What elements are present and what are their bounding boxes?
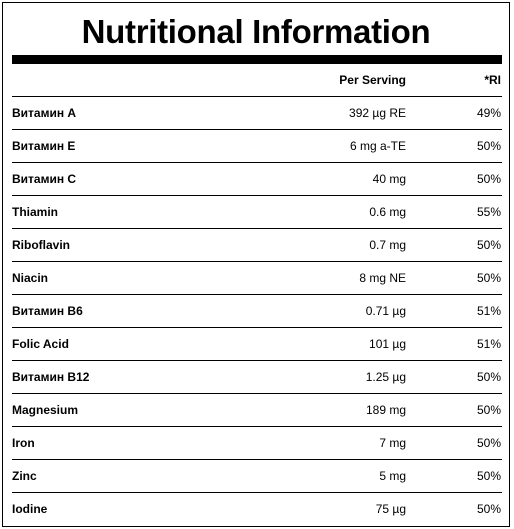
ri-value: 50% (476, 139, 501, 153)
nutrient-name: Витамин C (12, 172, 77, 186)
per-serving-value: 6 mg a-TE (349, 139, 406, 153)
ri-value: 50% (476, 469, 501, 483)
ri-value: 50% (476, 436, 501, 450)
per-serving-value: 0.71 µg (365, 304, 406, 318)
header-ri: *RI (484, 73, 501, 87)
nutrient-name: Iron (12, 436, 35, 450)
per-serving-value: 101 µg (369, 337, 406, 351)
per-serving-value: 75 µg (375, 502, 406, 516)
nutrient-name: Niacin (12, 271, 49, 285)
nutrient-name: Thiamin (12, 205, 59, 219)
per-serving-value: 5 mg (379, 469, 406, 483)
nutrient-name: Zinc (12, 469, 37, 483)
nutrient-name: Magnesium (12, 403, 79, 417)
page-title: Nutritional Information (81, 13, 431, 50)
ri-value: 49% (476, 106, 501, 120)
ri-value: 51% (476, 304, 501, 318)
per-serving-value: 1.25 µg (365, 370, 406, 384)
per-serving-value: 0.6 mg (369, 205, 406, 219)
ri-value: 51% (476, 337, 501, 351)
header-nutrient (12, 64, 252, 96)
per-serving-value: 40 mg (372, 172, 406, 186)
ri-value: 50% (476, 238, 501, 252)
table-row: Folic Acid 101 µg 51% (12, 328, 502, 361)
per-serving-value: 392 µg RE (349, 106, 406, 120)
nutrient-name: Витамин A (12, 106, 77, 120)
table-row: Витамин B6 0.71 µg 51% (12, 295, 502, 328)
table-row: Zinc 5 mg 50% (12, 460, 502, 493)
ri-value: 50% (476, 403, 501, 417)
ri-value: 55% (476, 205, 501, 219)
table-row: Витамин E 6 mg a-TE 50% (12, 130, 502, 163)
table-row: Витамин B12 1.25 µg 50% (12, 361, 502, 394)
nutrient-name: Iodine (12, 502, 48, 516)
table-row: Niacin 8 mg NE 50% (12, 262, 502, 295)
ri-value: 50% (476, 172, 501, 186)
per-serving-value: 0.7 mg (369, 238, 406, 252)
per-serving-value: 189 mg (365, 403, 406, 417)
table-header: Per Serving *RI (12, 64, 502, 97)
table-row: Витамин A 392 µg RE 49% (12, 97, 502, 130)
ri-value: 50% (476, 271, 501, 285)
table-row: Iodine 75 µg 50% (12, 493, 502, 525)
table-row: Thiamin 0.6 mg 55% (12, 196, 502, 229)
table-row: Riboflavin 0.7 mg 50% (12, 229, 502, 262)
nutrient-name: Витамин E (12, 139, 76, 153)
header-per-serving: Per Serving (339, 73, 406, 87)
per-serving-value: 7 mg (379, 436, 406, 450)
table-row: Витамин C 40 mg 50% (12, 163, 502, 196)
nutrient-name: Folic Acid (12, 337, 69, 351)
table-row: Magnesium 189 mg 50% (12, 394, 502, 427)
nutrient-name: Витамин B12 (12, 370, 90, 384)
nutrient-name: Витамин B6 (12, 304, 83, 318)
ri-value: 50% (476, 370, 501, 384)
header-divider-bar (12, 55, 502, 64)
ri-value: 50% (476, 502, 501, 516)
nutrient-table: Витамин A 392 µg RE 49% Витамин E 6 mg a… (12, 97, 502, 525)
per-serving-value: 8 mg NE (359, 271, 406, 285)
nutrient-name: Riboflavin (12, 238, 71, 252)
table-row: Iron 7 mg 50% (12, 427, 502, 460)
